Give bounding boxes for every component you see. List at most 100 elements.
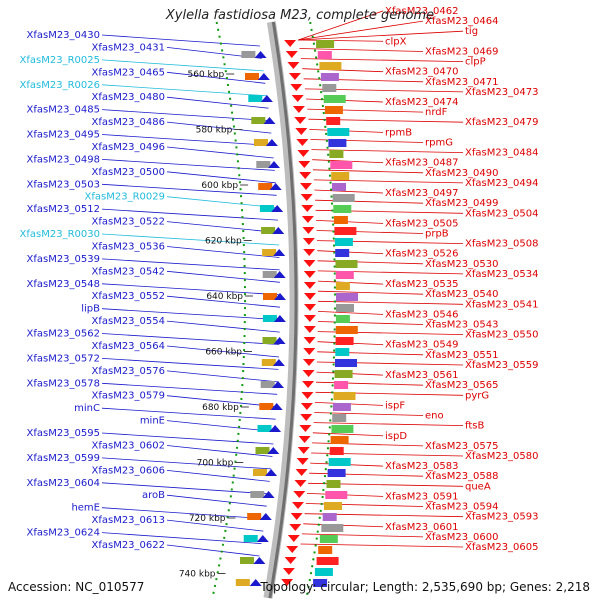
left-gene-label: XfasM23_0624 [26,528,100,539]
right-gene-label: XfasM23_0490 [425,168,499,179]
right-gene-arrow [294,117,307,124]
right-gene-label: XfasM23_0494 [465,178,539,189]
left-gene-label: XfasM23_0430 [26,30,100,41]
kbp-tick-label: 660 kbp [205,348,242,358]
left-leader-line [101,84,268,97]
right-feature-block [336,304,354,312]
right-gene-arrow [292,106,305,113]
right-gene-arrow [303,249,316,256]
right-gene-label: XfasM23_0559 [465,360,539,371]
left-gene-arrow [254,51,267,58]
right-leader-line [311,442,424,447]
kbp-tick-label: 720 kbp [189,514,226,524]
right-feature-block [316,40,335,48]
left-gene-arrow [253,557,266,564]
accession-text: Accession: NC_010577 [8,580,145,594]
kbp-tick-label: 620 kbp [205,237,242,247]
right-feature-block [328,139,347,147]
right-feature-block [313,579,328,587]
right-feature-block [335,282,350,290]
left-gene-label: XfasM23_0552 [91,291,165,302]
right-leader-line [305,503,424,507]
right-gene-arrow [301,392,314,399]
right-gene-arrow [300,414,313,421]
right-feature-block [327,469,346,477]
right-gene-label: XfasM23_0593 [465,512,539,523]
right-gene-label: XfasM23_0534 [465,269,539,280]
right-feature-block [317,51,332,59]
kbp-tick-label: 560 kbp [188,70,225,80]
right-gene-arrow [284,40,297,47]
left-feature-block [262,315,277,322]
left-gene-label: XfasM23_0576 [91,366,165,377]
right-gene-label: XfasM23_0464 [425,16,499,27]
right-gene-arrow [298,436,311,443]
right-gene-label: XfasM23_0505 [385,218,459,229]
right-gene-label: XfasM23_0526 [385,249,459,260]
left-leader-line [166,71,266,84]
right-feature-block [330,436,349,444]
left-gene-label: XfasM23_0554 [91,316,165,327]
right-feature-block [335,315,350,323]
kbp-tick-label: 740 kbp [179,570,216,580]
right-feature-block [336,293,358,301]
right-gene-label: XfasM23_0580 [465,451,539,462]
left-feature-block [261,359,276,366]
left-gene-arrow [265,469,278,476]
kbp-tick-label: 580 kbp [196,126,233,136]
left-gene-label: XfasM23_0486 [91,117,165,128]
right-gene-label: XfasM23_0462 [385,6,459,17]
right-gene-label: XfasM23_0575 [425,441,499,452]
left-gene-label: XfasM23_0498 [26,154,100,165]
inner-dotted-track [211,21,246,599]
left-gene-arrow [259,513,272,520]
right-gene-label: XfasM23_0588 [425,471,499,482]
right-gene-arrow [302,238,315,245]
right-gene-label: queA [465,481,491,492]
right-leader-line [312,169,424,174]
right-leader-line [317,260,424,265]
right-gene-label: XfasM23_0583 [385,461,459,472]
left-leader-line [166,445,273,457]
left-leader-line [101,532,262,544]
right-gene-label: XfasM23_0561 [385,370,459,381]
left-feature-block [262,337,277,344]
right-gene-label: XfasM23_0504 [465,208,539,219]
left-gene-arrow [249,579,262,586]
right-feature-block [335,348,350,356]
right-feature-block [314,568,333,576]
right-gene-arrow [292,502,304,509]
right-gene-arrow [304,293,316,300]
left-leader-line [101,208,279,221]
right-leader-line [300,543,464,548]
left-leader-line [166,295,281,308]
right-gene-label: ispF [385,400,405,411]
left-gene-label: XfasM23_0512 [26,204,100,215]
kbp-tick-label: 640 kbp [206,292,243,302]
left-leader-line [101,333,280,345]
right-feature-block [327,128,350,136]
left-feature-block [257,425,272,432]
left-leader-line [166,171,276,184]
left-leader-line [101,283,281,296]
left-gene-label: XfasM23_0613 [91,515,165,526]
left-feature-block [247,513,262,520]
right-gene-label: XfasM23_0540 [425,289,499,300]
right-gene-arrow [288,73,301,80]
right-feature-block [333,216,348,224]
right-gene-label: XfasM23_0600 [425,532,499,543]
left-gene-label: XfasM23_0578 [26,378,100,389]
left-gene-label: XfasM23_0599 [26,453,100,464]
right-leader-line [316,220,384,224]
left-leader-line [166,196,278,209]
left-leader-line [101,183,277,196]
right-gene-label: pyrG [465,390,489,401]
right-leader-line [302,68,384,73]
right-feature-block [334,238,353,246]
left-feature-block [243,535,258,542]
left-leader-line [101,358,279,370]
left-feature-block [260,381,275,388]
right-gene-label: rpmB [385,127,412,138]
topology-text: Topology: circular; Length: 2,535,690 bp… [260,580,590,594]
left-feature-block [256,161,271,168]
